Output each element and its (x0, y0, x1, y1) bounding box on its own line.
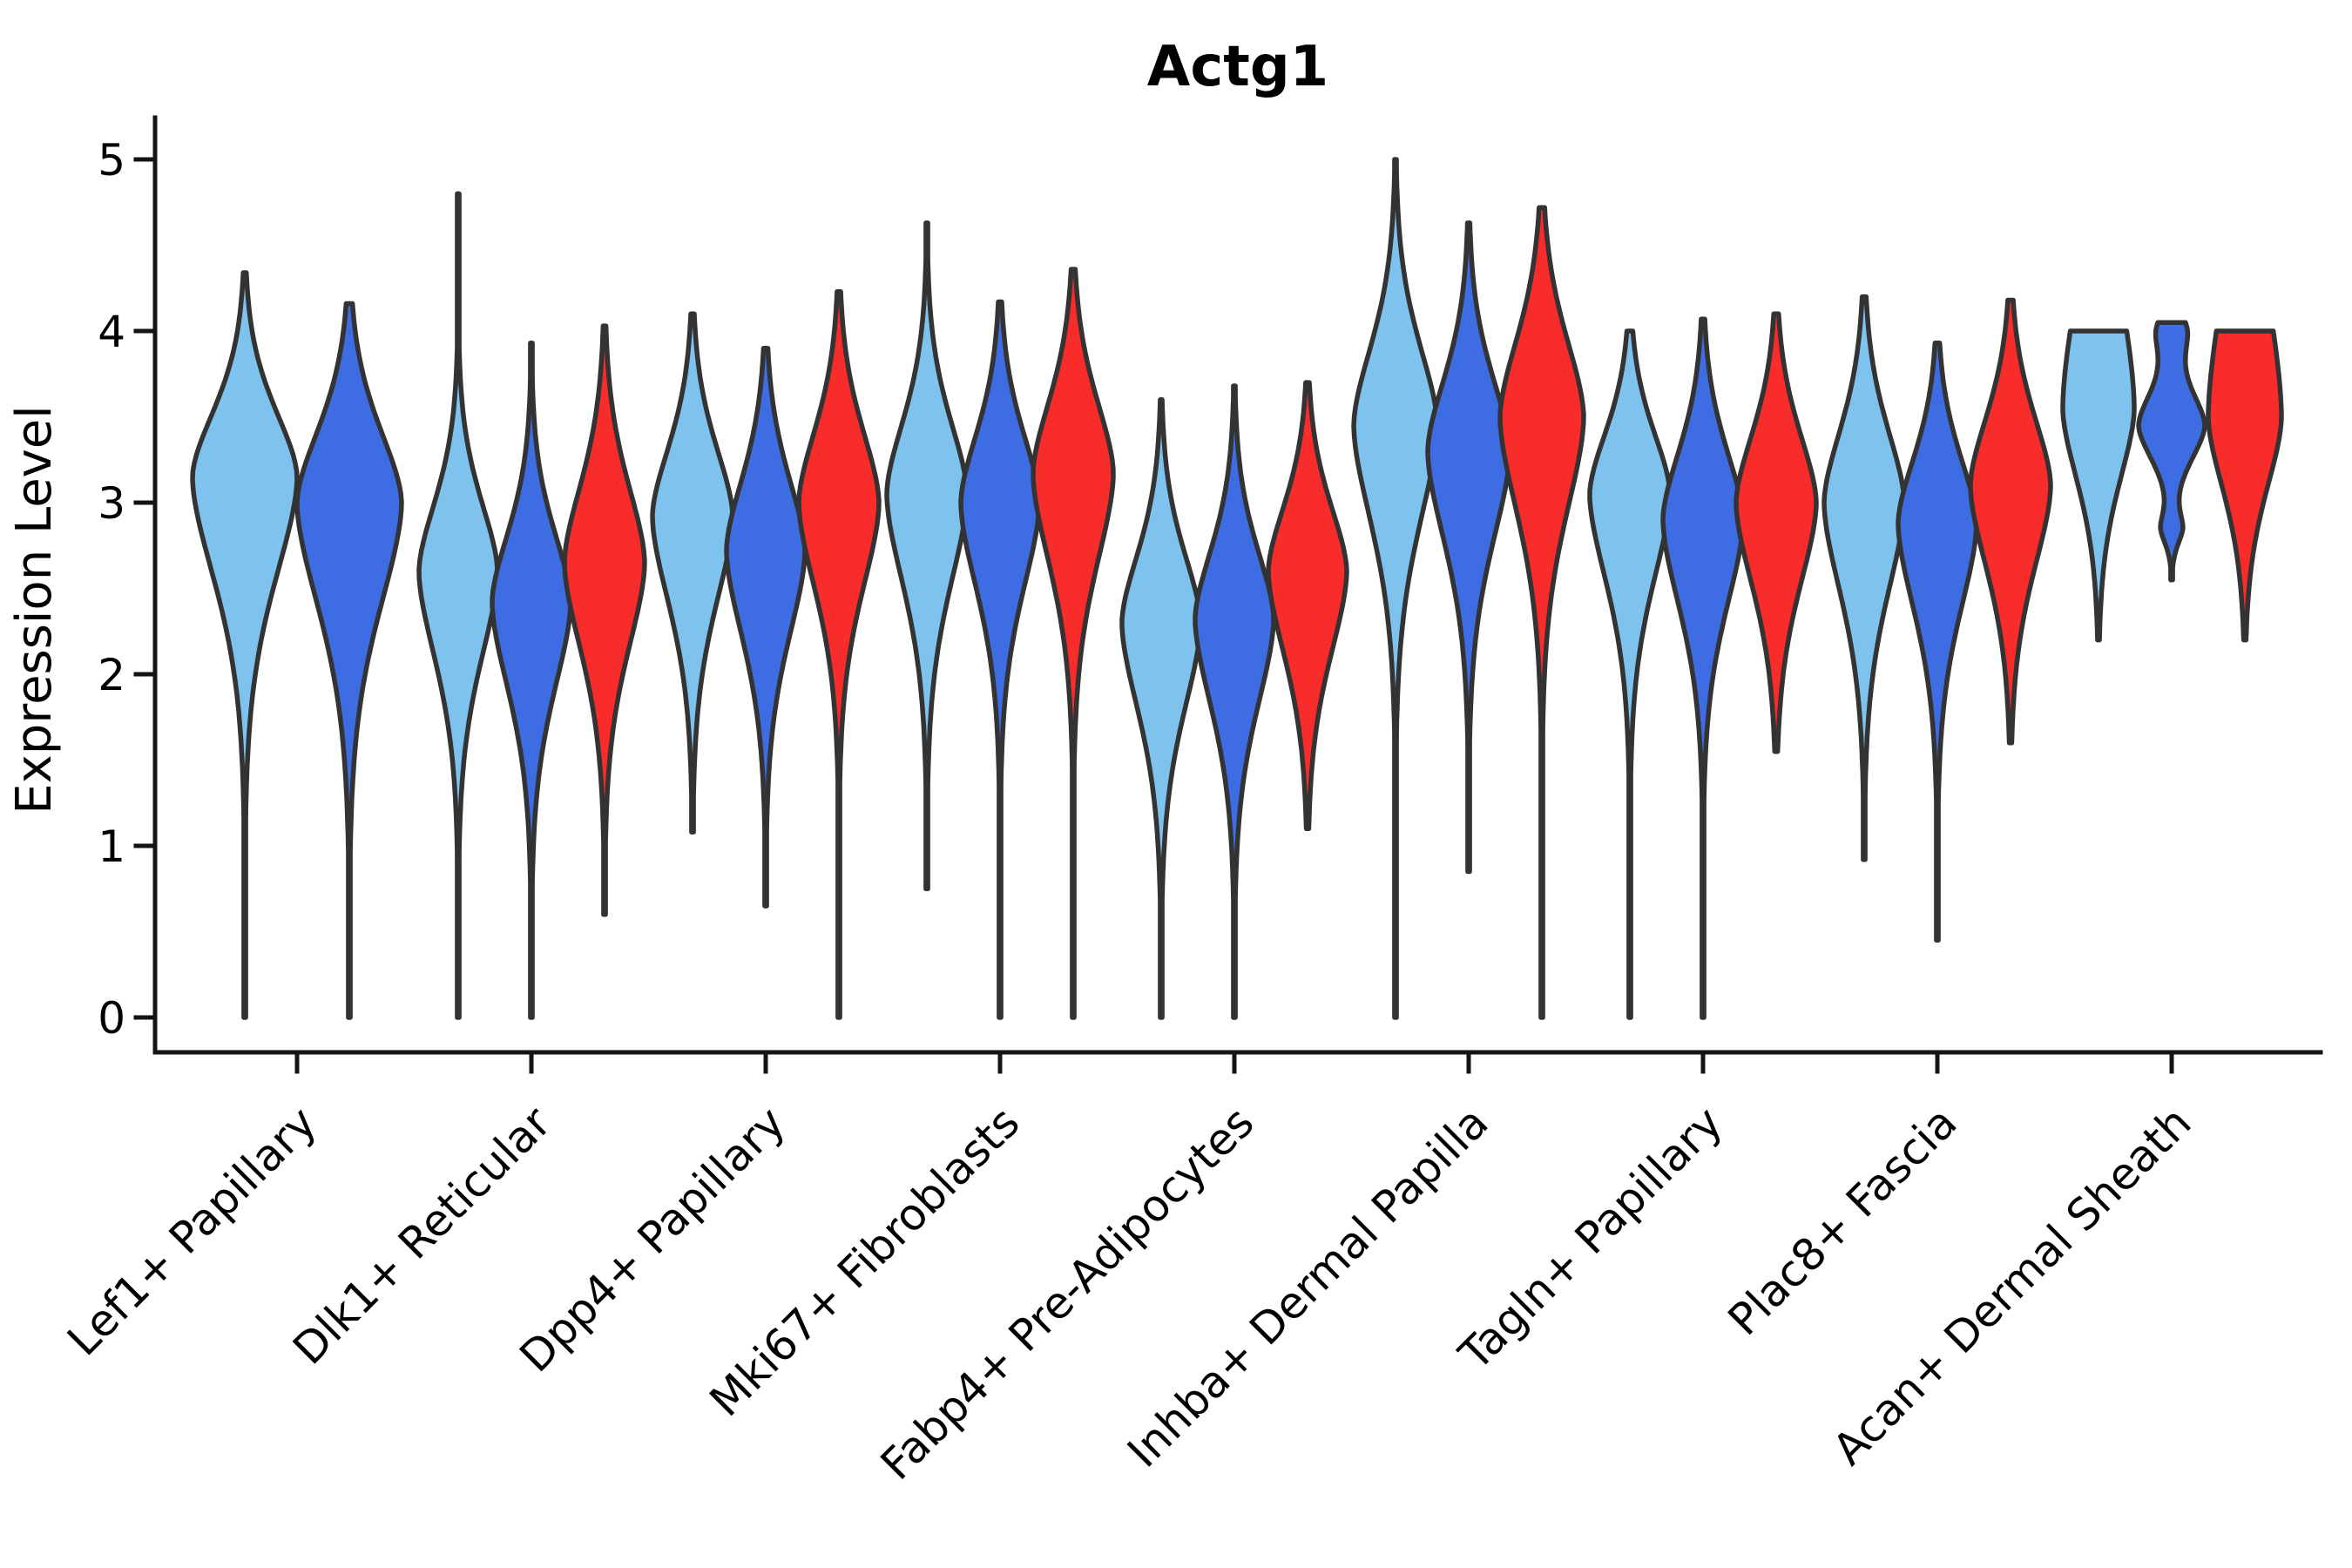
y-tick-label: 0 (98, 993, 125, 1044)
y-tick-label: 5 (98, 135, 125, 186)
violin-red-dlk1 (562, 323, 647, 917)
y-tick-label: 2 (98, 650, 125, 700)
violin-series-group (190, 157, 2284, 1020)
axes-group: 0 1 2 3 4 5 (98, 115, 2323, 1074)
violin-red-tagln (1734, 311, 1819, 754)
y-tick-label: 4 (98, 307, 125, 357)
violin-dark-blue-tagln (1660, 316, 1746, 1020)
violin-red-mki67 (1031, 267, 1116, 1020)
y-tick-label: 1 (98, 821, 125, 872)
violin-dark-blue-dlk1 (490, 341, 573, 1020)
violin-light-blue-acan (2060, 328, 2137, 643)
violin-dark-blue-fabp4 (1193, 383, 1276, 1020)
violin-light-blue-tagln (1587, 328, 1673, 1020)
x-tick-label: Fabp4+ Pre-Adipocytes (871, 1097, 1264, 1490)
violin-red-acan (2206, 328, 2284, 643)
violin-dark-blue-acan (2136, 320, 2207, 583)
x-tick-label: Plac8+ Fascia (1719, 1097, 1967, 1345)
violin-dark-blue-lef1 (294, 301, 404, 1020)
violin-light-blue-mki67 (884, 220, 970, 892)
violin-red-dpp4 (796, 288, 882, 1020)
violin-light-blue-inhba (1351, 157, 1440, 1020)
violin-dark-blue-plac8 (1896, 341, 1979, 943)
violin-light-blue-lef1 (190, 270, 300, 1020)
violin-red-inhba (1497, 205, 1586, 1020)
x-tick-label: Tagln+ Papillary (1449, 1097, 1732, 1380)
violin-red-fabp4 (1266, 380, 1349, 832)
y-tick-label: 3 (98, 478, 125, 529)
violin-light-blue-plac8 (1821, 294, 1907, 862)
violin-dark-blue-dpp4 (724, 345, 808, 909)
chart-title: Actg1 (1147, 35, 1328, 99)
violin-dark-blue-mki67 (958, 299, 1042, 1020)
x-tick-label: Lef1+ Papillary (57, 1097, 326, 1365)
violin-red-plac8 (1968, 297, 2053, 746)
violin-light-blue-dlk1 (416, 191, 500, 1020)
y-axis-label: Expression Level (6, 405, 63, 814)
x-tick-label: Dlk1+ Reticular (283, 1097, 560, 1374)
violin-light-blue-dpp4 (650, 311, 735, 835)
violin-light-blue-fabp4 (1119, 397, 1203, 1020)
violin-dark-blue-inhba (1425, 220, 1512, 875)
